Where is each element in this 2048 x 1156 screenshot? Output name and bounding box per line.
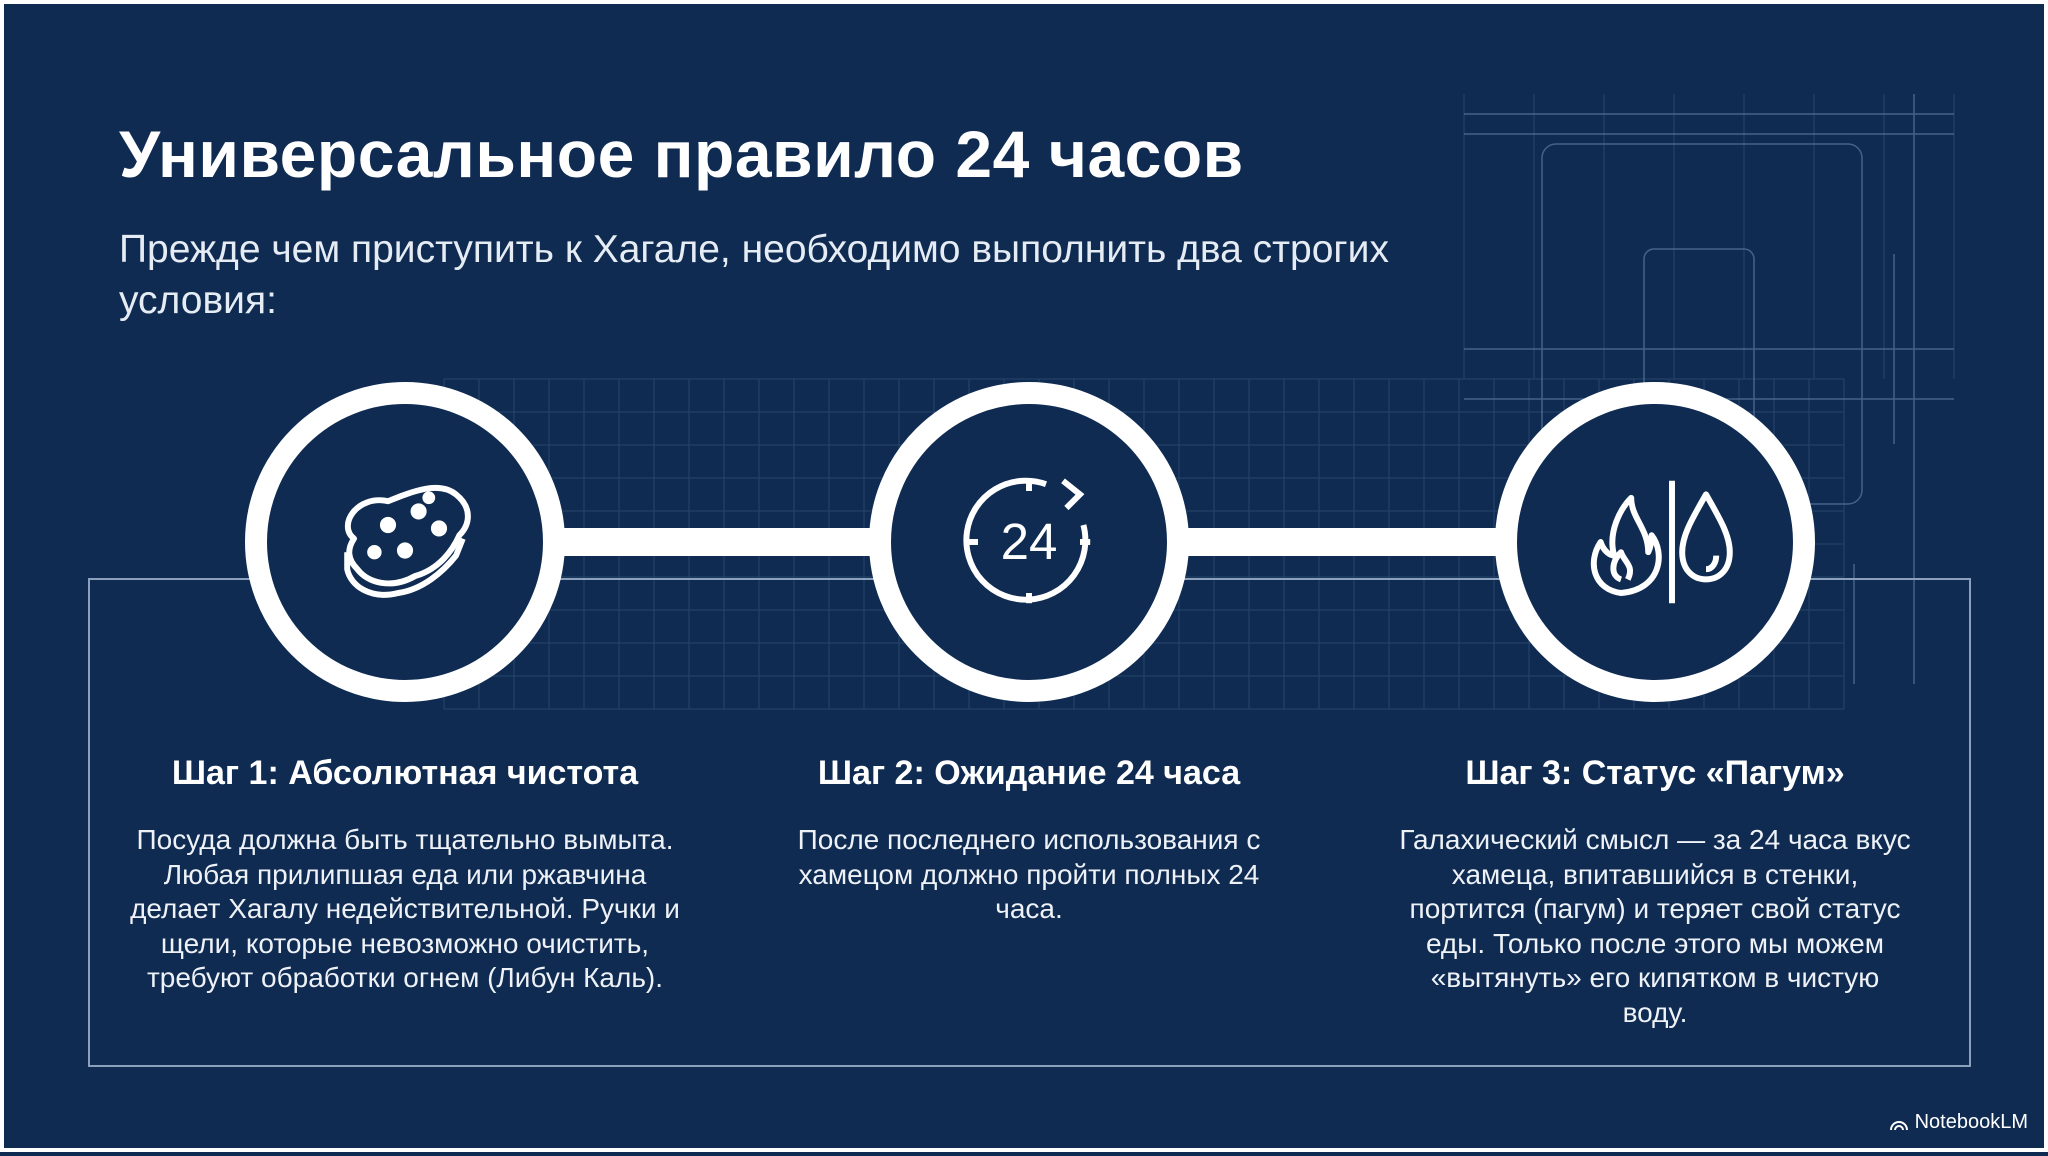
page-subtitle: Прежде чем приступить к Хагале, необходи… — [119, 228, 1389, 322]
step-1: Шаг 1: Абсолютная чистота Посуда должна … — [105, 754, 705, 996]
step-3-heading: Шаг 3: Статус «Пагум» — [1465, 754, 1845, 792]
svg-text:24: 24 — [1001, 513, 1058, 570]
step-2-body: После последнего использования с хамецом… — [797, 824, 1261, 924]
sponge-icon — [344, 484, 471, 598]
fire-and-water-icon — [1590, 480, 1733, 604]
step-3: Шаг 3: Статус «Пагум» Галахический смысл… — [1355, 754, 1955, 1030]
page-title: Универсальное правило 24 часов — [119, 117, 1244, 191]
notebooklm-watermark: NotebookLM — [1889, 1111, 2028, 1134]
step-2-heading: Шаг 2: Ожидание 24 часа — [817, 754, 1241, 792]
24-hour-clock-icon: 24 — [963, 477, 1091, 604]
step-1-heading: Шаг 1: Абсолютная чистота — [171, 754, 639, 792]
step-3-body: Галахический смысл — за 24 часа вкус хам… — [1399, 824, 1911, 1028]
step-2-circle: 24 — [869, 382, 1189, 702]
brand-label: NotebookLM — [1914, 1111, 2028, 1133]
step-3-circle — [1495, 382, 1815, 702]
step-1-circle — [245, 382, 565, 702]
step-1-body: Посуда должна быть тщательно вымыта. Люб… — [130, 824, 680, 993]
notebooklm-logo-icon — [1889, 1120, 1908, 1130]
step-2: Шаг 2: Ожидание 24 часа После последнего… — [729, 754, 1329, 927]
